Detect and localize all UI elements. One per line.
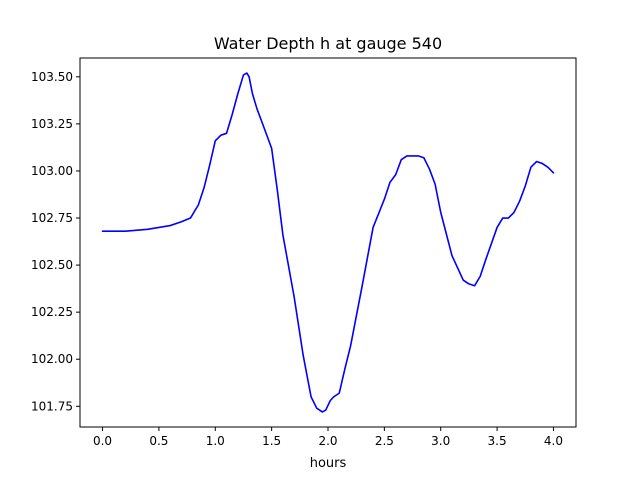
series-line-0 xyxy=(101,72,555,413)
y-tick-label: 102.25 xyxy=(31,305,73,319)
x-tick-label: 3.0 xyxy=(431,434,450,448)
y-tick-label: 102.00 xyxy=(31,352,73,366)
y-tick-label: 103.00 xyxy=(31,164,73,178)
x-tick-label: 0.0 xyxy=(93,434,112,448)
x-tick-label: 1.5 xyxy=(262,434,281,448)
x-tick-label: 1.0 xyxy=(206,434,225,448)
y-tick-label: 102.75 xyxy=(31,211,73,225)
y-tick-label: 101.75 xyxy=(31,399,73,413)
x-tick-label: 0.5 xyxy=(149,434,168,448)
x-tick-label: 2.0 xyxy=(318,434,337,448)
x-axis-label: hours xyxy=(310,456,347,471)
y-tick-label: 102.50 xyxy=(31,258,73,272)
y-tick-label: 103.50 xyxy=(31,70,73,84)
plot-area: 0.0 0.5 1.0 1.5 2.0 2.5 3.0 3.5 4.0 101.75 102.00 1… xyxy=(31,57,577,448)
x-tick-label: 3.5 xyxy=(488,434,507,448)
x-tick-label: 2.5 xyxy=(375,434,394,448)
y-tick-label: 103.25 xyxy=(31,117,73,131)
chart-title: Water Depth h at gauge 540 xyxy=(214,34,442,53)
x-tick-label: 4.0 xyxy=(544,434,563,448)
